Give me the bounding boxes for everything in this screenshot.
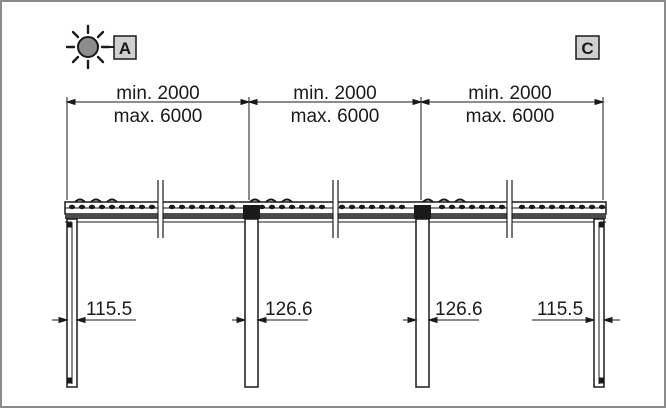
hinge-clip bbox=[106, 198, 118, 203]
offset-1-label: 115.5 bbox=[86, 299, 132, 320]
louvre-blade bbox=[268, 204, 276, 210]
post-middle-2 bbox=[415, 218, 430, 388]
louvre-blade bbox=[448, 204, 456, 210]
offset-4-label: 115.5 bbox=[537, 299, 583, 320]
louvre-blade bbox=[128, 204, 136, 210]
post-middle-1 bbox=[244, 218, 259, 388]
louvre-blade bbox=[538, 204, 546, 210]
louvre-blade bbox=[188, 204, 196, 210]
marker-a: A bbox=[113, 35, 137, 60]
hinge-clip bbox=[249, 198, 261, 203]
louvre-blade bbox=[168, 204, 176, 210]
offset-3-label: 126.6 bbox=[435, 299, 483, 320]
span-2-min-label: min. 2000 bbox=[293, 83, 376, 104]
louvre-blade bbox=[598, 204, 606, 210]
louvre-blade bbox=[88, 204, 96, 210]
louvre-blade bbox=[288, 204, 296, 210]
louvre-blade bbox=[368, 204, 376, 210]
marker-a-label: A bbox=[119, 39, 131, 58]
offset-dimension-lines bbox=[52, 316, 620, 324]
louvre-blade bbox=[218, 204, 226, 210]
louvre-blade bbox=[438, 204, 446, 210]
hinge-clip bbox=[281, 198, 293, 203]
louvre-blade bbox=[358, 204, 366, 210]
louvre-blade bbox=[148, 204, 156, 210]
span-1-max-label: max. 6000 bbox=[114, 106, 203, 127]
break-gaps bbox=[158, 200, 512, 224]
louvre-blade bbox=[578, 204, 586, 210]
post-details bbox=[67, 221, 604, 384]
louvre-blade bbox=[548, 204, 556, 210]
louvre-blade bbox=[258, 204, 266, 210]
louvre-blade bbox=[558, 204, 566, 210]
louvre-blade bbox=[338, 204, 346, 210]
marker-c-label: C bbox=[581, 39, 593, 58]
louvre-blade bbox=[568, 204, 576, 210]
louvre-blade bbox=[478, 204, 486, 210]
louvre-blade bbox=[498, 204, 506, 210]
span-3-max-label: max. 6000 bbox=[466, 106, 555, 127]
offset-2-label: 126.6 bbox=[265, 299, 313, 320]
post-connectors bbox=[243, 205, 431, 219]
louvre-blade bbox=[298, 204, 306, 210]
louvre-blade bbox=[308, 204, 316, 210]
louvre-blade bbox=[118, 204, 126, 210]
louvre-blade bbox=[588, 204, 596, 210]
louvre-blade bbox=[68, 204, 76, 210]
louvre-blade bbox=[78, 204, 86, 210]
louvre-blade bbox=[198, 204, 206, 210]
hinge-clip bbox=[438, 198, 450, 203]
posts bbox=[66, 218, 605, 388]
span-1-min-label: min. 2000 bbox=[116, 83, 199, 104]
louvre-blade bbox=[528, 204, 536, 210]
louvre-blade bbox=[488, 204, 496, 210]
hinge-clip bbox=[90, 198, 102, 203]
span-2-max-label: max. 6000 bbox=[291, 106, 380, 127]
louvre-blade bbox=[348, 204, 356, 210]
louvre-blade bbox=[108, 204, 116, 210]
louvre-blade bbox=[388, 204, 396, 210]
span-3-min-label: min. 2000 bbox=[468, 83, 551, 104]
louvre-blade bbox=[398, 204, 406, 210]
louvre-blade bbox=[178, 204, 186, 210]
marker-c: C bbox=[575, 35, 600, 60]
louvre-blade bbox=[468, 204, 476, 210]
louvre-blade bbox=[278, 204, 286, 210]
louvre-blade bbox=[228, 204, 236, 210]
louvre-blade bbox=[458, 204, 466, 210]
louvre-blade bbox=[318, 204, 326, 210]
break-marks bbox=[157, 180, 513, 238]
hinge-clip bbox=[454, 198, 466, 203]
span-dimension-lines bbox=[65, 98, 605, 106]
louvre-blade bbox=[378, 204, 386, 210]
span-extension-lines bbox=[66, 97, 604, 200]
louvre-blade bbox=[98, 204, 106, 210]
louvre-blade bbox=[518, 204, 526, 210]
louvre-blade bbox=[138, 204, 146, 210]
sun-icon bbox=[65, 24, 111, 70]
hinge-clip bbox=[422, 198, 434, 203]
roof-louvres bbox=[68, 198, 606, 210]
hinge-clip bbox=[265, 198, 277, 203]
louvre-blade bbox=[208, 204, 216, 210]
hinge-clip bbox=[74, 198, 86, 203]
